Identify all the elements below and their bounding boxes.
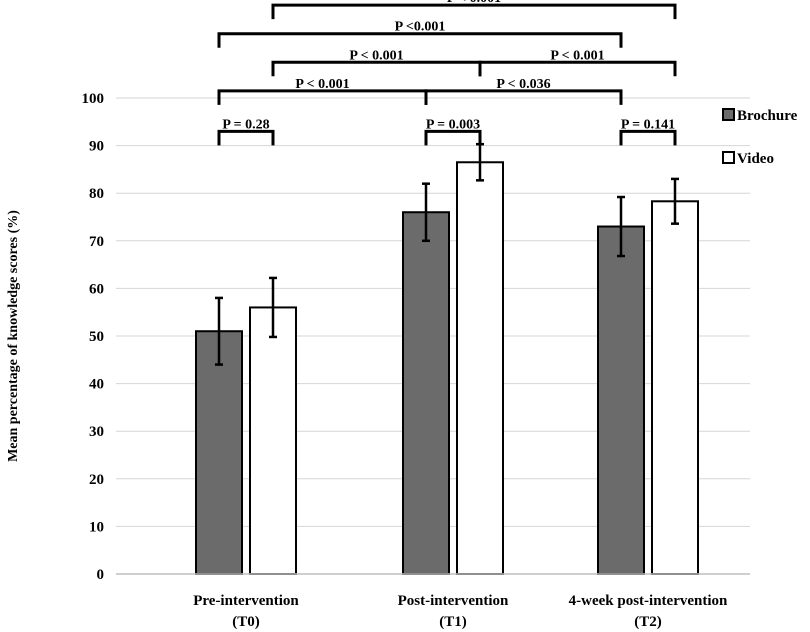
legend-item-brochure: Brochure [722,108,798,124]
category-label: Post-intervention (T1) [398,593,509,630]
category-label-line2: (T0) [232,614,260,630]
legend-label: Video [737,151,774,167]
bracket-line [217,129,275,146]
category-label: 4-week post-intervention (T2) [569,593,728,630]
significance-bracket: P < 0.036 [424,77,623,105]
error-bar [269,276,277,339]
category-label-line2: (T2) [634,614,662,630]
bar-video [249,306,297,575]
p-value-label: P = 0.28 [222,117,269,132]
error-bar [617,195,625,258]
error-bar [422,182,430,243]
legend: Brochure Video [722,108,798,167]
bar-brochure [402,211,450,576]
legend-swatch [722,108,735,121]
legend-label: Brochure [737,108,798,124]
error-bars [215,142,679,366]
bracket-line [424,89,623,105]
category-label-line1: Post-intervention [398,593,509,609]
y-axis-ticks: 0 10 20 30 40 50 60 70 80 90 100 [82,91,105,583]
y-axis-label: Mean percentage of knowledge scores (%) [6,210,21,462]
p-value-label: P < 0.001 [349,48,403,63]
category-label: Pre-intervention (T0) [193,593,299,630]
p-value-label: P < 0.001 [295,77,349,92]
bar-brochure [597,225,645,576]
y-tick-label: 10 [89,519,104,535]
y-tick-label: 20 [89,472,104,488]
p-value-label: P < 0.001 [550,48,604,63]
significance-bracket: P = 0.003 [424,117,482,146]
legend-swatch [722,151,735,164]
y-tick-label: 40 [89,377,104,393]
p-value-label: P = 0.141 [621,117,675,132]
bracket-line [271,3,677,20]
y-tick-label: 90 [89,139,104,155]
bracket-line [478,60,677,77]
y-tick-label: 50 [89,329,104,345]
bracket-line [271,60,482,77]
category-label-line1: Pre-intervention [193,593,299,609]
bracket-line [217,32,623,48]
bracket-line [424,129,482,146]
p-value-label: P < 0.036 [496,77,550,92]
significance-bracket: P < 0.001 [217,77,428,105]
y-tick-label: 100 [82,91,105,107]
y-tick-label: 60 [89,281,104,297]
error-bar [215,296,223,366]
bar-brochure [195,330,243,575]
p-value-label: P < 0.001 [447,0,501,6]
bracket-line [619,129,677,146]
y-tick-label: 70 [89,234,104,250]
significance-bracket: P = 0.28 [217,117,275,146]
significance-bracket: P = 0.141 [619,117,677,146]
legend-item-video: Video [722,151,774,167]
bars [195,161,699,576]
category-label-line2: (T1) [439,614,467,630]
y-tick-label: 30 [89,424,104,440]
error-bar [671,177,679,225]
significance-bracket: P < 0.001 [478,48,677,77]
x-axis-categories: Pre-intervention (T0) Post-intervention (T1… [193,593,728,630]
category-label-line1: 4-week post-intervention [569,593,728,609]
significance-bracket: P < 0.001 [271,48,482,77]
significance-bracket: P <0.001 [217,20,623,48]
bar-video [456,161,504,575]
y-tick-label: 80 [89,186,104,202]
y-tick-label: 0 [97,567,105,583]
p-value-label: P <0.001 [395,20,446,35]
bar-video [651,200,699,576]
p-value-label: P = 0.003 [426,117,480,132]
significance-bracket: P < 0.001 [271,0,677,20]
